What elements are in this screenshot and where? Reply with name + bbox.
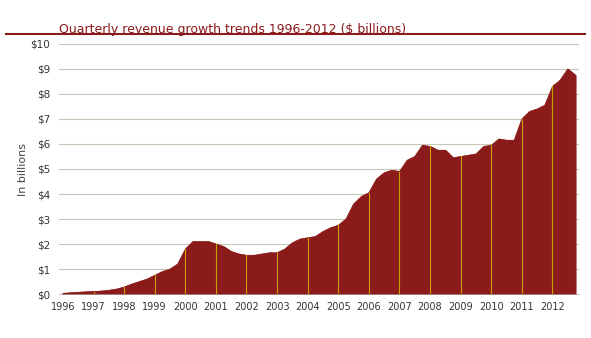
Text: Quarterly revenue growth trends 1996-2012 ($ billions): Quarterly revenue growth trends 1996-201… — [59, 23, 406, 36]
Y-axis label: In billions: In billions — [18, 143, 28, 195]
